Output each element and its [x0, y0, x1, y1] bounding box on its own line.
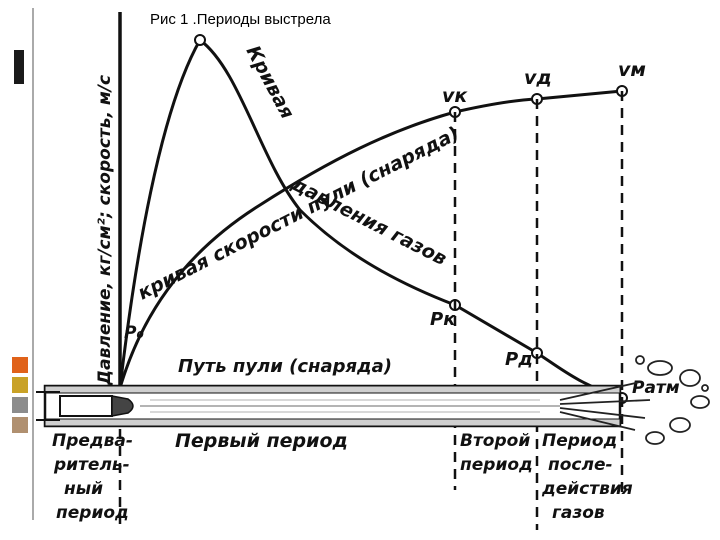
path-label: Путь пули (снаряда)	[178, 356, 392, 377]
velocity-curve	[118, 89, 623, 389]
svg-text:после-: после-	[548, 455, 613, 475]
svg-text:период: период	[460, 455, 533, 475]
cartridge-icon	[59, 395, 134, 417]
label-vk: vк	[442, 85, 468, 107]
deco-bar-top	[14, 50, 24, 84]
velocity-curve-label: кривая скорости пули (снаряда)	[134, 123, 462, 305]
muzzle-gas-icon	[559, 355, 710, 445]
figure-caption: Рис 1 .Периоды выстрела	[150, 11, 331, 28]
deco-square-orange	[12, 357, 28, 373]
period-prelim-label: Предва- ритель- ный период	[52, 431, 133, 523]
deco-square-gray	[12, 397, 28, 413]
svg-text:действия: действия	[541, 479, 633, 499]
svg-text:Второй: Второй	[460, 431, 530, 451]
period-after-label: Период после- действия газов	[541, 431, 633, 523]
svg-text:газов: газов	[552, 503, 605, 523]
svg-text:ритель-: ритель-	[53, 455, 130, 475]
svg-text:Период: Период	[542, 431, 617, 451]
barrel	[36, 384, 622, 428]
label-vm: vм	[618, 59, 646, 81]
axis-label: Давление, кг/см²; скорость, м/с	[95, 75, 115, 386]
svg-text:ный: ный	[64, 479, 103, 499]
svg-text:Предва-: Предва-	[52, 431, 133, 451]
pressure-curve-label-1: Кривая	[242, 42, 299, 123]
period-second-label: Второй период	[460, 431, 533, 475]
period-first-label: Первый период	[175, 430, 348, 452]
label-pd: Pд	[505, 349, 533, 370]
label-vd: vд	[524, 67, 552, 89]
point-peak	[194, 34, 206, 46]
svg-text:период: период	[56, 503, 129, 523]
deco-square-gold	[12, 377, 28, 393]
label-patm: Pатм	[632, 378, 680, 398]
deco-square-tan	[12, 417, 28, 433]
label-pk: Pк	[430, 309, 456, 330]
label-p0: P₀	[124, 323, 144, 343]
